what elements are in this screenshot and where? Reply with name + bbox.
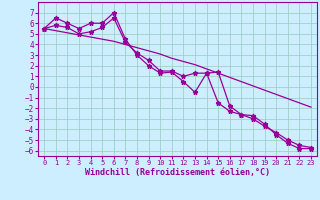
X-axis label: Windchill (Refroidissement éolien,°C): Windchill (Refroidissement éolien,°C)	[85, 168, 270, 177]
